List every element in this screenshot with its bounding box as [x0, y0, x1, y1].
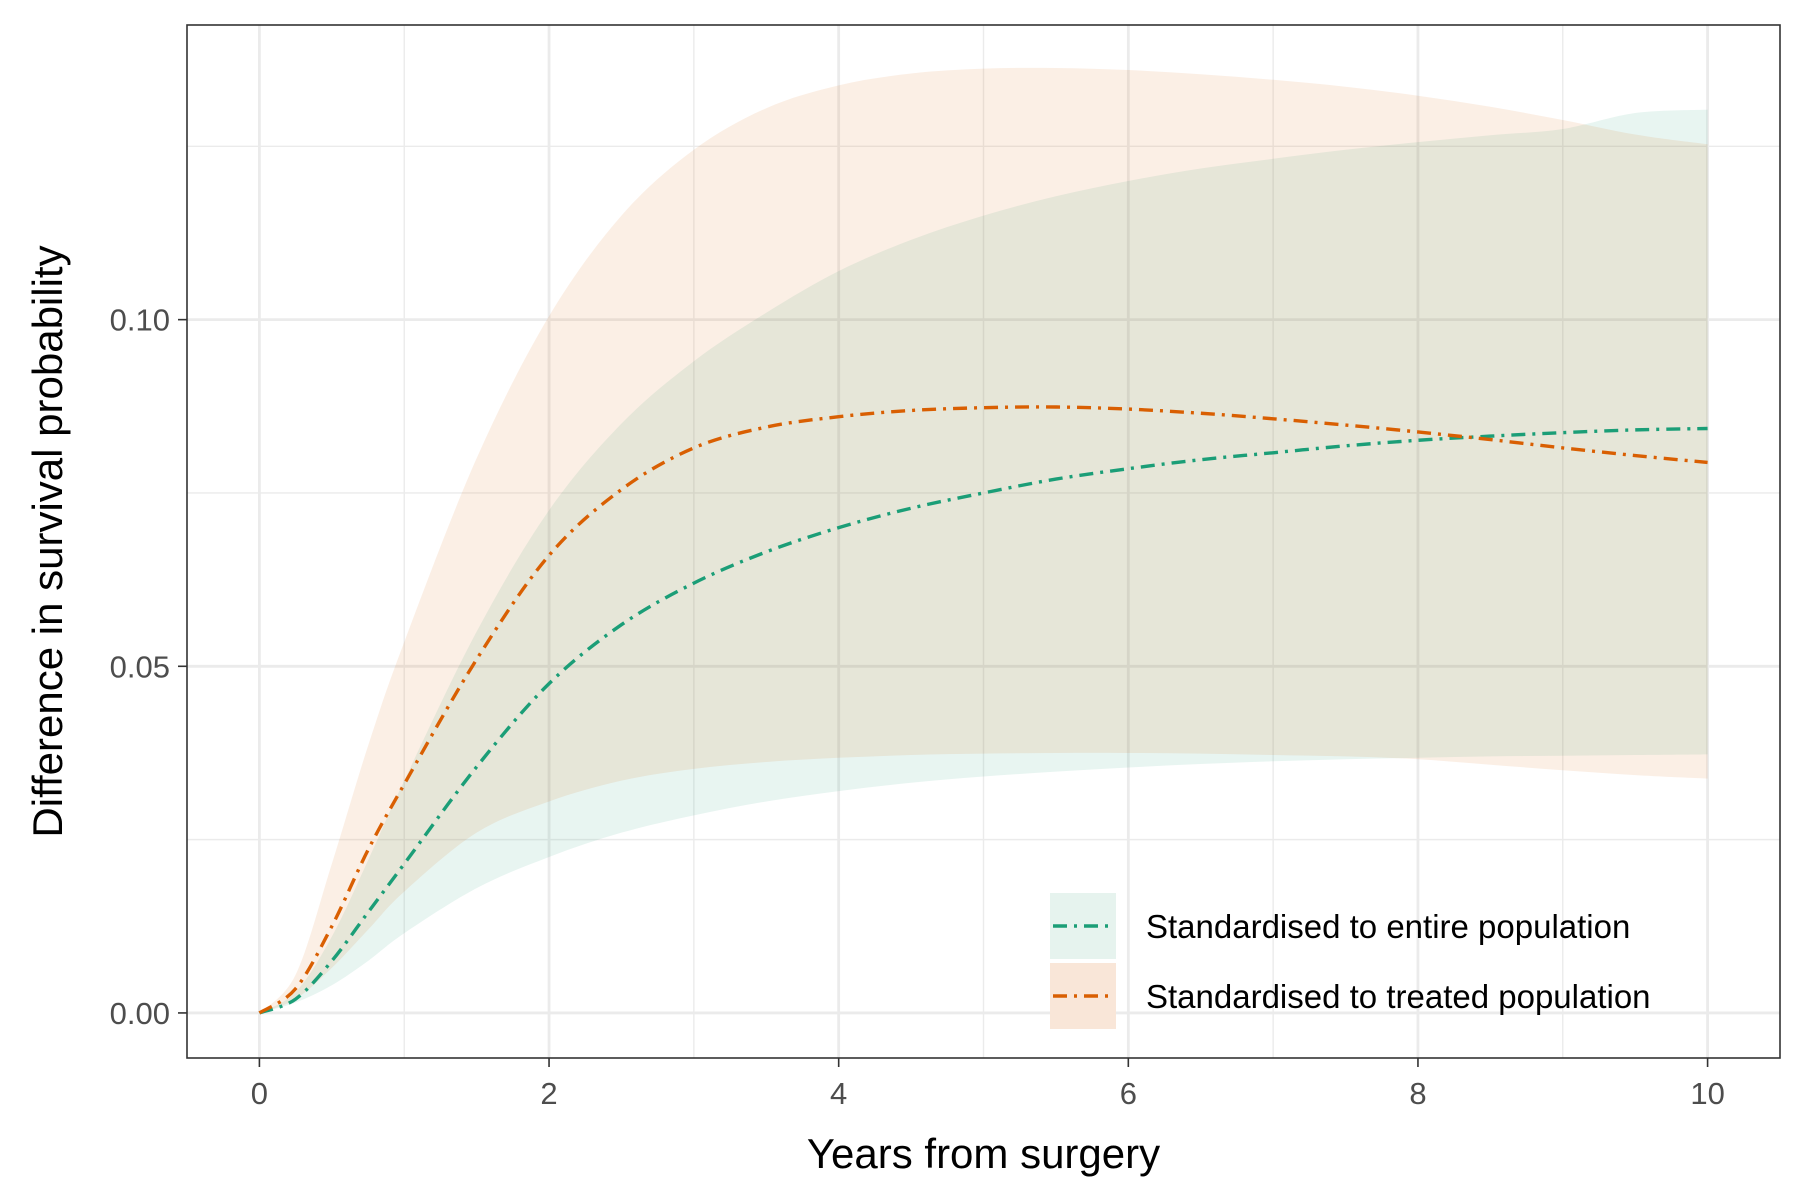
legend-item-treated-population: Standardised to treated population [1050, 963, 1651, 1029]
x-tick-label: 10 [1690, 1076, 1724, 1111]
legend-label: Standardised to treated population [1146, 978, 1651, 1015]
y-tick-label: 0.00 [110, 996, 170, 1031]
series-lines [258, 405, 1708, 1015]
x-tick-label: 4 [830, 1076, 847, 1111]
x-tick-label: 2 [540, 1076, 557, 1111]
major-gridlines [187, 25, 1780, 1058]
y-tick-label: 0.10 [110, 303, 170, 338]
minor-gridlines [187, 25, 1780, 1058]
x-tick-label: 8 [1409, 1076, 1426, 1111]
legend: Standardised to entire population Standar… [1050, 893, 1651, 1029]
x-axis-ticks: 0 2 4 6 8 10 [251, 1058, 1725, 1111]
confidence-ribbons [259, 67, 1708, 1013]
y-tick-label: 0.05 [110, 649, 170, 684]
legend-item-entire-population: Standardised to entire population [1050, 893, 1630, 959]
x-tick-label: 0 [251, 1076, 268, 1111]
y-axis-title: Difference in survival probability [24, 245, 71, 837]
legend-label: Standardised to entire population [1146, 908, 1630, 945]
y-axis-ticks: 0.00 0.05 0.10 [110, 303, 187, 1031]
ribbon-entire-population [259, 109, 1708, 1013]
ribbon-treated-population [259, 67, 1708, 1013]
x-tick-label: 6 [1120, 1076, 1137, 1111]
line-entire-population [258, 426, 1708, 1015]
line-treated-population [258, 405, 1708, 1015]
plot-border [186, 24, 1781, 1059]
x-axis-title: Years from surgery [807, 1130, 1160, 1177]
